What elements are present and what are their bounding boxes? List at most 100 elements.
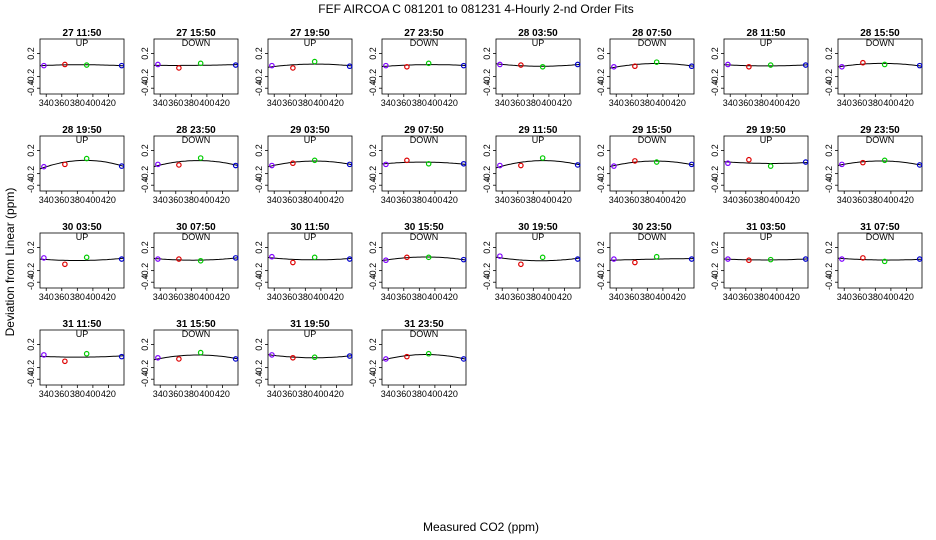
fit-curve: [495, 160, 581, 169]
x-tick-label: 380: [868, 292, 883, 302]
x-tick-label: 340: [381, 98, 396, 108]
x-tick-label: 340: [381, 292, 396, 302]
y-tick-label: 0.2: [140, 338, 150, 351]
x-tick-label: 420: [899, 98, 914, 108]
panel-title: 28 23:50: [176, 125, 216, 136]
fit-curve: [837, 160, 923, 166]
x-tick-label: 340: [39, 292, 54, 302]
data-point: [746, 63, 752, 70]
data-point: [460, 256, 467, 263]
data-point: [574, 61, 581, 68]
data-point: [62, 161, 68, 168]
x-tick-label: 360: [282, 195, 297, 205]
data-point: [881, 61, 888, 68]
data-point: [460, 356, 467, 362]
data-point: [539, 155, 546, 161]
x-tick-label: 360: [282, 292, 297, 302]
y-tick-label: -0.2: [254, 263, 264, 279]
data-point: [839, 161, 845, 168]
data-point: [232, 62, 239, 68]
panel-direction: DOWN: [866, 38, 895, 48]
panel-title: 30 11:50: [291, 222, 330, 233]
fit-curve: [267, 354, 353, 359]
data-point: [725, 160, 731, 167]
data-point: [425, 60, 432, 67]
data-point: [460, 62, 467, 69]
x-tick-label: 360: [168, 292, 183, 302]
data-point: [881, 258, 888, 265]
panel-title: 30 07:50: [176, 222, 216, 233]
x-tick-label: 340: [495, 292, 510, 302]
y-tick-label: -0.2: [26, 360, 36, 376]
x-tick-label: 380: [298, 389, 313, 399]
x-tick-label: 340: [837, 292, 852, 302]
data-point: [688, 161, 695, 168]
y-tick-label: -0.4: [254, 80, 264, 96]
data-point: [497, 253, 503, 259]
y-tick-label: -0.4: [710, 274, 720, 290]
data-point: [197, 60, 204, 67]
y-tick-label: -0.4: [368, 177, 378, 193]
data-point: [653, 159, 660, 165]
x-tick-label: 360: [282, 389, 297, 399]
y-tick-label: 0.2: [368, 338, 378, 351]
data-point: [632, 63, 638, 70]
y-tick-label: 0.2: [26, 47, 36, 60]
data-point: [311, 254, 318, 261]
x-tick-label: 340: [381, 389, 396, 399]
x-tick-label: 380: [526, 292, 541, 302]
x-tick-label: 400: [85, 292, 100, 302]
data-point: [881, 157, 888, 164]
data-point: [916, 162, 923, 168]
data-point: [383, 62, 389, 69]
x-tick-label: 420: [785, 98, 800, 108]
panel-direction: UP: [76, 38, 89, 48]
x-tick-label: 400: [769, 98, 784, 108]
x-tick-label: 380: [640, 195, 655, 205]
y-tick-label: -0.4: [824, 80, 834, 96]
y-tick-label: -0.2: [368, 360, 378, 376]
data-point: [383, 356, 389, 362]
data-point: [232, 255, 239, 261]
y-tick-label: -0.2: [368, 263, 378, 279]
y-tick-label: 0.2: [824, 47, 834, 60]
x-tick-label: 380: [298, 292, 313, 302]
fit-curve: [381, 354, 467, 361]
data-point: [155, 354, 161, 361]
data-point: [632, 259, 638, 266]
y-tick-label: -0.4: [26, 80, 36, 96]
x-tick-label: 420: [671, 98, 686, 108]
y-tick-label: -0.4: [140, 274, 150, 290]
y-tick-label: -0.4: [596, 177, 606, 193]
y-tick-label: -0.4: [26, 274, 36, 290]
x-tick-label: 420: [329, 98, 344, 108]
x-tick-label: 360: [624, 98, 639, 108]
data-point: [41, 62, 47, 69]
panel-title: 30 03:50: [62, 222, 102, 233]
data-point: [839, 63, 845, 70]
panel-direction: DOWN: [866, 135, 895, 145]
data-point: [83, 350, 90, 357]
data-point: [611, 163, 617, 169]
x-tick-label: 340: [153, 195, 168, 205]
panel-direction: UP: [304, 329, 317, 339]
data-point: [62, 358, 68, 365]
data-point: [539, 63, 546, 70]
panel-direction: DOWN: [182, 135, 211, 145]
x-tick-label: 340: [609, 98, 624, 108]
panel-title: 27 23:50: [404, 28, 444, 39]
data-point: [62, 61, 68, 68]
fit-curve: [381, 161, 467, 165]
x-tick-label: 360: [624, 292, 639, 302]
x-tick-label: 380: [526, 195, 541, 205]
panel-title: 29 03:50: [290, 125, 330, 136]
data-point: [725, 61, 731, 68]
data-point: [311, 354, 318, 361]
y-tick-label: -0.4: [26, 177, 36, 193]
data-point: [41, 255, 47, 261]
data-point: [311, 58, 318, 65]
